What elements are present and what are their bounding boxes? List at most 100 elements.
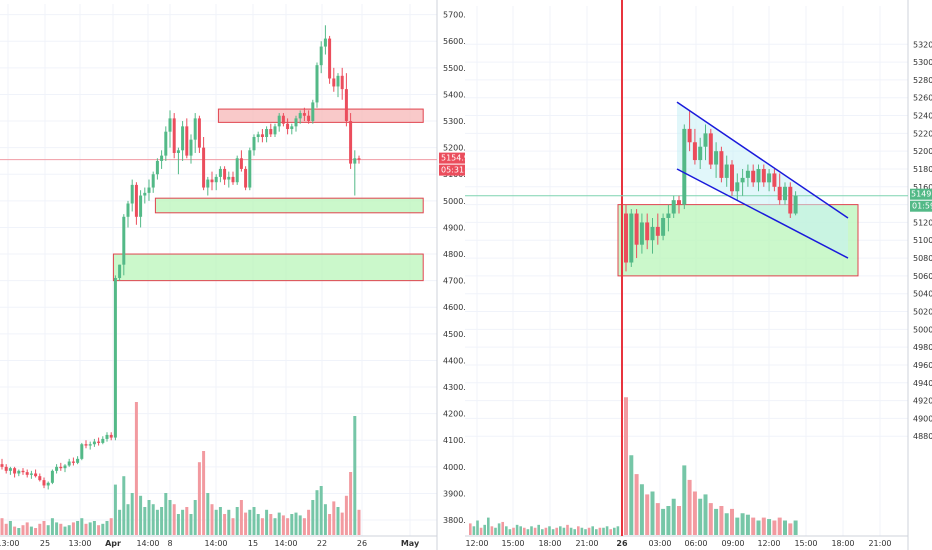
volume-bar [616,526,620,535]
candle-body [160,155,164,161]
volume-bar [349,472,353,535]
candle-body [269,129,273,135]
volume-bar [569,527,573,535]
candle-body [151,174,155,188]
candle-body [756,168,761,183]
y-tick-label: 4900.0 [913,414,932,423]
candle-body [34,473,38,477]
volume-bar [602,527,605,535]
volume-bar [340,512,344,535]
volume-bar [231,518,235,535]
x-tick-label: Apr [105,539,121,548]
x-tick-label: 06:00 [684,539,707,548]
volume-bar [298,515,302,535]
volume-bar [101,523,105,535]
candle-body [703,133,708,147]
y-tick-label: 5700.00 [443,11,476,20]
y-tick-label: 5300.0 [913,58,932,67]
volume-bar [113,484,117,535]
volume-bar [42,521,46,535]
volume-bar [8,521,12,535]
volume-bar [487,517,490,535]
volume-bar [193,500,197,535]
candle-body [302,113,306,116]
volume-bar [126,504,130,535]
volume-bar [541,529,544,535]
volume-bar [629,455,634,535]
volume-bar [584,529,587,535]
volume-bar [202,451,206,535]
x-tick-label: 15 [248,539,258,548]
volume-bar [566,524,569,535]
x-tick-label: 12:00 [465,539,488,548]
candle-body [298,113,302,119]
candle-body [273,126,277,135]
volume-bar [777,517,782,535]
x-tick-label: 12:00 [757,539,780,548]
candle-body [751,170,756,183]
left-chart-panel[interactable]: 5700.00 5600.00 5500.00 5400.00 5300.00 5200.… [0,0,477,550]
volume-bar [523,527,526,535]
y-tick-label: 5100.0 [913,236,932,245]
candle-body [311,102,315,122]
volume-bar [469,523,472,535]
candle-body [735,182,740,192]
volume-bar [176,514,180,535]
candle-body [193,118,197,140]
y-tick-label: 4800.00 [443,250,476,259]
zone-red-0 [217,108,424,123]
candle-body [17,470,21,474]
volume-bar [172,504,176,535]
volume-bar [294,512,298,535]
volume-bar [286,518,290,535]
right-chart-panel[interactable]: 5320.0 5300.0 5280.0 5260.0 5240.0 5220.0 5200… [465,0,932,550]
volume-bar [13,526,17,535]
last-price-box [910,188,932,200]
candle-body [682,128,687,205]
zone-green-2 [112,253,424,282]
volume-bar [197,462,201,535]
candle-body [143,192,147,196]
volume-bar [160,507,164,535]
candle-body [719,151,724,178]
volume-bar [559,526,562,535]
volume-bar [143,507,147,535]
candle-body [218,168,222,177]
volume-bar [472,526,476,535]
volume-bar [269,514,273,535]
volume-bar [745,514,750,535]
volume-bar [248,509,252,535]
volume-bar [315,490,319,535]
volume-bar [181,509,185,535]
y-tick-label: 4200.00 [443,410,476,419]
volume-bar [655,503,660,535]
candle-body [139,195,143,217]
last-price-box [439,152,473,164]
candle-body [687,128,692,143]
volume-bar [698,498,703,535]
y-tick-label: 4960.0 [913,361,932,370]
candle-body [185,126,189,156]
candle-body [67,461,71,466]
volume-bar [147,500,151,535]
volume-bar [515,524,519,535]
volume-bar [730,508,734,535]
volume-bar [323,504,327,535]
volume-bar [788,523,793,535]
y-tick-label: 5000.00 [443,197,476,206]
volume-bar [783,520,787,535]
candle-body [357,158,361,160]
candle-body [244,168,248,188]
volume-bar [206,493,210,535]
volume-bar [29,526,33,535]
y-tick-label: 5500.00 [443,64,476,73]
candle-body [793,195,798,214]
candle-body [332,78,336,87]
candle-body [25,472,29,475]
y-tick-label: 4900.00 [443,223,476,232]
candle-body [767,173,772,183]
y-tick-label: 5280.0 [913,76,932,85]
volume-bar [92,521,96,535]
candle-body [777,186,782,201]
